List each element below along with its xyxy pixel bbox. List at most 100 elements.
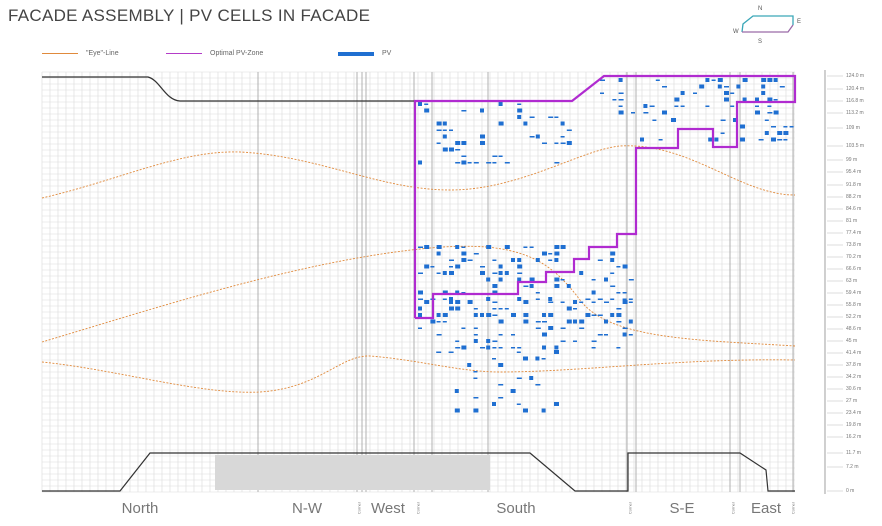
pv-cell [573, 340, 577, 342]
pv-cell [480, 141, 485, 145]
pv-cell [418, 272, 423, 274]
pv-cell [511, 313, 516, 317]
pv-cell [449, 271, 454, 275]
level-label: 23.4 m [846, 410, 862, 416]
pv-cell [560, 142, 566, 144]
pv-cell [455, 141, 461, 145]
eye-line-swatch [42, 53, 78, 54]
pv-cell [554, 116, 559, 118]
pv-cell [755, 97, 759, 102]
pv-cell [498, 347, 503, 349]
pv-cell [610, 272, 615, 274]
pv-cell [622, 300, 628, 304]
pv-cell [585, 298, 591, 300]
pv-cell [473, 308, 478, 310]
pv-cell [724, 91, 729, 95]
pv-cell [548, 297, 553, 301]
pv-cell [573, 300, 577, 304]
pv-cell [486, 339, 491, 343]
pv-cell [612, 99, 617, 101]
pv-cell [680, 105, 685, 107]
pv-cell [591, 301, 596, 303]
pv-cell [418, 298, 423, 300]
pv-cell [560, 301, 565, 303]
pv-cell [492, 301, 498, 303]
pv-cell [473, 397, 479, 399]
pv-cell [705, 105, 710, 107]
pv-cell [436, 251, 441, 256]
pv-cell [486, 277, 491, 282]
pv-cell [610, 298, 615, 300]
pv-cell [628, 298, 633, 300]
pv-cell [461, 345, 467, 350]
pv-cell [449, 147, 454, 152]
pv-cell [455, 290, 460, 295]
pv-cell [758, 139, 764, 141]
pv-cell [680, 91, 685, 95]
pv-cell [473, 313, 478, 317]
pv-cell [755, 110, 760, 115]
pv-cell [542, 345, 546, 350]
pv-cell [554, 284, 560, 288]
pv-cell [628, 279, 634, 281]
pv-cell [461, 246, 466, 248]
pv-cell [455, 245, 460, 249]
pv-cell [671, 118, 676, 122]
pv-cell [473, 253, 479, 255]
pv-cell [418, 160, 422, 165]
pv-cell [604, 301, 609, 303]
pv-cell [523, 246, 528, 248]
level-label: 19.8 m [846, 422, 862, 428]
level-label: 113.2 m [846, 110, 864, 116]
pv-cell [461, 141, 467, 145]
pv-cell [554, 277, 560, 282]
pv-cell [492, 272, 498, 274]
pv-cell [504, 308, 509, 310]
level-label: 63 m [846, 278, 858, 284]
pv-cell [764, 131, 769, 135]
legend-label: "Eye"-Line [86, 50, 119, 57]
pv-cell [541, 408, 546, 413]
compass-south: S [758, 39, 763, 45]
pv-cell [566, 129, 572, 131]
pv-cell [717, 78, 723, 82]
pv-cell [442, 147, 448, 152]
pv-cell [764, 119, 769, 121]
pv-cell [418, 306, 422, 311]
pv-cell [761, 84, 766, 89]
pv-cell [523, 313, 529, 317]
pv-cell [523, 408, 528, 413]
pv-cell [449, 266, 453, 268]
pv-cell [610, 258, 615, 262]
pv-cell [498, 102, 503, 106]
level-label: 37.8 m [846, 362, 862, 368]
pv-cell [771, 126, 776, 128]
pv-cell [542, 251, 547, 256]
level-label: 109 m [846, 125, 860, 131]
pv-cell [523, 356, 528, 361]
pv-cell [442, 271, 447, 275]
pv-cell [461, 292, 466, 294]
pv-cell [516, 377, 522, 379]
pv-cell [430, 266, 435, 268]
pv-cell [430, 319, 436, 324]
pv-cell [467, 300, 473, 304]
pv-cell [517, 258, 522, 262]
level-label: 66.6 m [846, 266, 862, 272]
pv-cell [767, 105, 772, 107]
level-label: 11.7 m [846, 450, 861, 456]
pv-cell [560, 245, 566, 249]
pv-cell [473, 162, 479, 164]
pv-cell [573, 319, 577, 324]
pv-cell [628, 319, 633, 324]
pv-cell [492, 347, 497, 349]
pv-cell [523, 319, 529, 324]
pv-cell [473, 371, 478, 373]
pv-cell [662, 86, 667, 88]
pv-cell [461, 251, 467, 256]
pv-cell [610, 251, 616, 256]
pv-cell [724, 97, 729, 102]
pv-cell [504, 245, 510, 249]
pv-cell [535, 298, 540, 300]
pv-cell [473, 408, 479, 413]
